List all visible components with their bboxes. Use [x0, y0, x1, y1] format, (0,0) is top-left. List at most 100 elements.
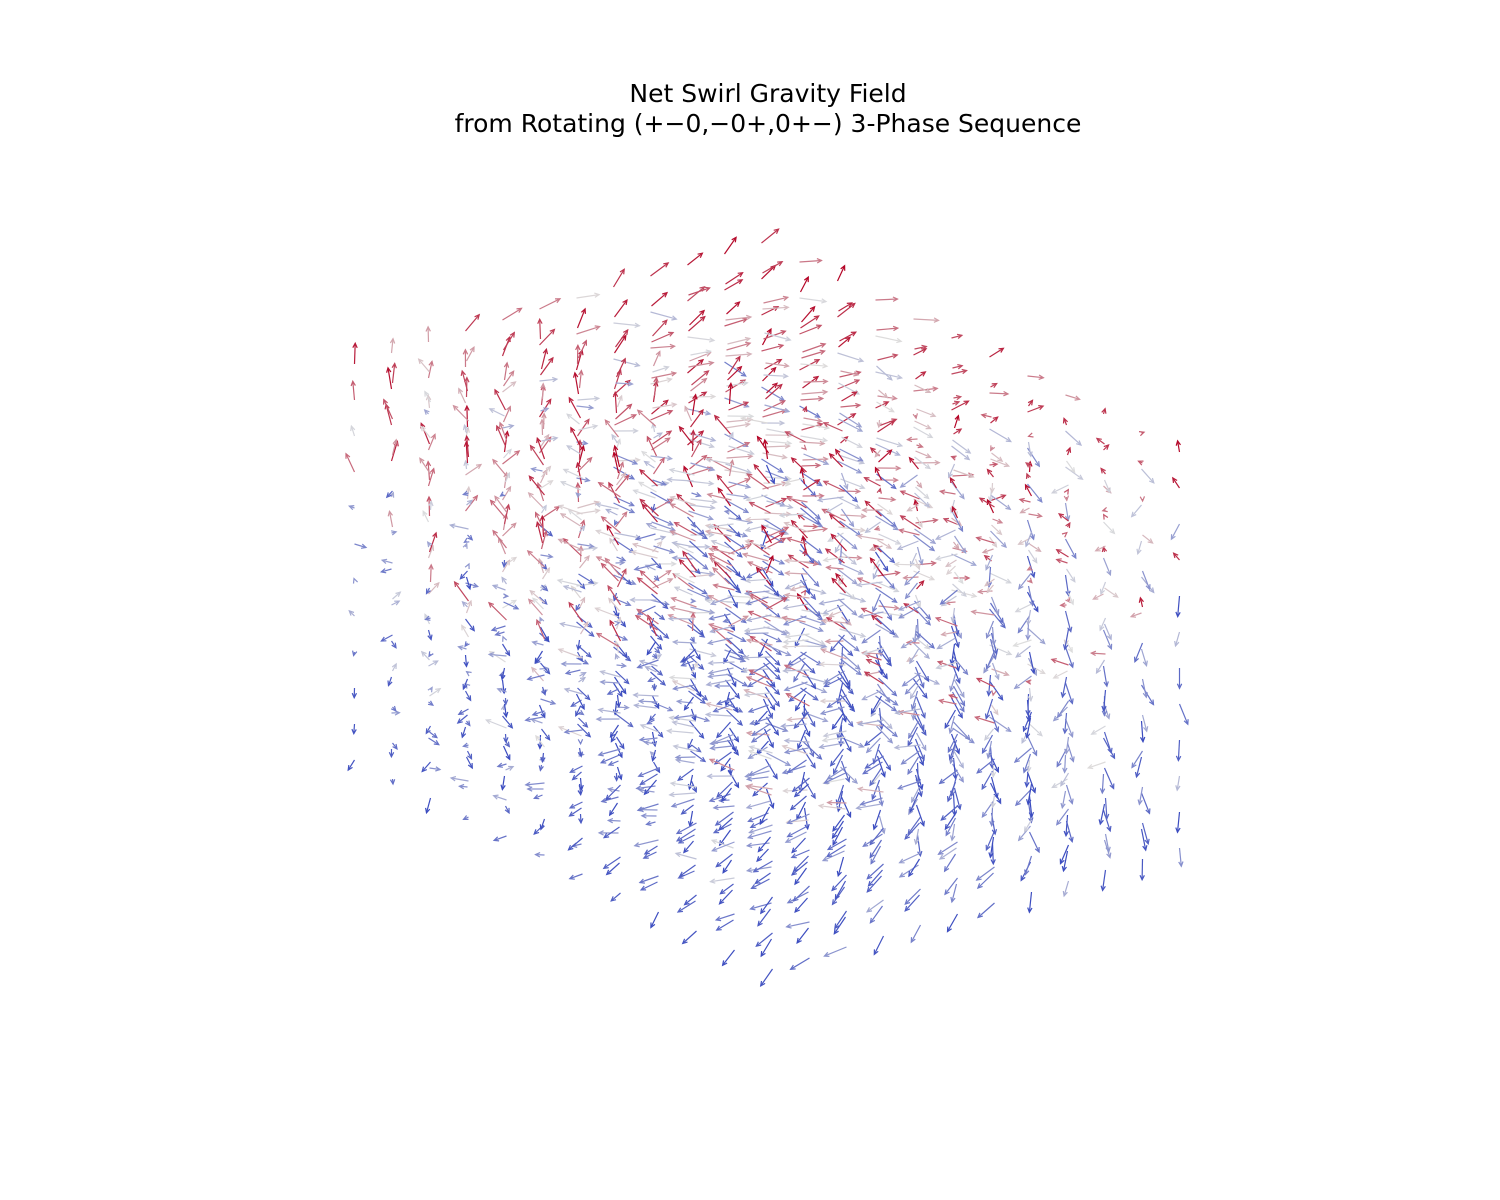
quiver-arrow-shaft	[952, 685, 966, 706]
quiver-arrow-head	[594, 502, 602, 508]
quiver-arrow-shaft	[1014, 675, 1032, 689]
quiver-arrow-head	[615, 438, 621, 445]
quiver-arrow	[578, 709, 585, 716]
quiver-arrow	[1060, 790, 1067, 810]
quiver-arrow	[427, 629, 433, 641]
quiver-arrow	[466, 750, 473, 761]
quiver-arrow	[1094, 545, 1106, 552]
quiver-arrow-shaft	[1024, 819, 1033, 832]
quiver-arrow-shaft	[976, 758, 995, 774]
quiver-arrow-head	[718, 898, 725, 905]
quiver-arrow	[898, 606, 920, 619]
quiver-arrow	[577, 738, 584, 746]
quiver-arrow-shaft	[650, 599, 669, 605]
quiver-arrow-head	[716, 474, 723, 481]
quiver-arrow	[876, 545, 896, 564]
quiver-arrow	[875, 653, 884, 676]
quiver-arrow	[456, 714, 468, 724]
quiver-arrow-shaft	[864, 731, 882, 746]
quiver-arrow-head	[710, 436, 717, 442]
quiver-arrow-shaft	[541, 567, 550, 580]
quiver-arrow-shaft	[651, 437, 671, 451]
quiver-arrow-head	[566, 413, 573, 419]
quiver-arrow-shaft	[678, 870, 695, 879]
quiver-arrow-shaft	[877, 647, 892, 666]
quiver-arrow-head	[897, 709, 904, 716]
quiver-arrow	[837, 676, 854, 695]
quiver-arrow-shaft	[984, 728, 994, 741]
quiver-arrow	[828, 513, 845, 528]
quiver-arrow-shaft	[1131, 504, 1142, 517]
quiver-arrow-shaft	[566, 413, 580, 425]
quiver-arrow-shaft	[1065, 430, 1082, 446]
quiver-arrow-head	[777, 467, 784, 474]
quiver-arrow-head	[834, 923, 840, 930]
quiver-arrow-head	[898, 858, 905, 864]
quiver-arrow-shaft	[673, 641, 697, 644]
quiver-arrow-shaft	[576, 462, 583, 485]
quiver-arrow-shaft	[947, 733, 959, 753]
quiver-arrow-shaft	[906, 641, 920, 644]
quiver-arrow	[989, 680, 1004, 701]
quiver-arrow-head	[740, 637, 747, 643]
quiver-arrow-head	[432, 531, 438, 538]
quiver-arrow-shaft	[746, 800, 771, 809]
quiver-arrow	[652, 350, 661, 367]
quiver-arrow-head	[992, 416, 999, 422]
quiver-arrow	[875, 335, 903, 344]
quiver-arrow-head	[886, 449, 893, 456]
quiver-arrow-head	[812, 695, 819, 701]
quiver-arrow-shaft	[794, 783, 809, 797]
quiver-arrow-shaft	[840, 436, 848, 444]
quiver-arrow-head	[678, 871, 685, 878]
quiver-arrow-shaft	[822, 508, 846, 522]
quiver-arrow-shaft	[837, 379, 860, 390]
quiver-arrow-shaft	[710, 625, 735, 633]
quiver-arrow-shaft	[799, 276, 809, 293]
quiver-arrow-head	[786, 440, 793, 446]
quiver-arrow-shaft	[936, 661, 958, 669]
quiver-arrow-shaft	[949, 715, 956, 734]
quiver-arrow-head	[826, 774, 833, 780]
quiver-arrow-shaft	[727, 478, 750, 489]
quiver-arrow-head	[1020, 875, 1026, 882]
quiver-arrow	[615, 474, 630, 492]
quiver-arrow	[728, 431, 734, 441]
quiver-arrow	[1175, 595, 1181, 618]
quiver-arrow	[953, 394, 963, 401]
quiver-arrow-shaft	[654, 536, 666, 541]
quiver-arrow-shaft	[651, 482, 669, 487]
quiver-arrow-head	[908, 732, 914, 740]
quiver-arrow	[527, 598, 543, 616]
quiver-arrow	[897, 528, 920, 536]
quiver-arrow-head	[496, 687, 503, 693]
quiver-arrow-shaft	[897, 540, 919, 550]
quiver-arrow-shaft	[428, 582, 440, 595]
quiver-arrow-shaft	[1093, 593, 1104, 600]
quiver-arrow-shaft	[723, 613, 735, 631]
quiver-arrow-head	[504, 807, 510, 815]
quiver-arrow-shaft	[1056, 808, 1069, 826]
quiver-arrow-shaft	[760, 566, 774, 587]
quiver-arrow-shaft	[991, 626, 995, 645]
quiver-arrow-shaft	[866, 863, 884, 880]
quiver-arrow-shaft	[650, 455, 672, 460]
quiver-arrow-head	[850, 635, 857, 642]
quiver-arrow-head	[1062, 767, 1068, 774]
quiver-arrow-shaft	[910, 684, 920, 699]
quiver-arrow	[871, 779, 881, 801]
quiver-arrow	[821, 850, 845, 862]
quiver-arrow	[595, 716, 620, 722]
quiver-arrow	[467, 534, 474, 541]
quiver-arrow-head	[635, 785, 642, 791]
quiver-arrow-head	[526, 786, 533, 792]
quiver-arrow-head	[944, 722, 950, 729]
quiver-arrow-head	[990, 802, 996, 809]
quiver-arrow	[913, 317, 940, 323]
quiver-arrow-head	[504, 741, 511, 748]
quiver-arrow	[725, 535, 746, 550]
quiver-arrow	[839, 448, 864, 462]
quiver-arrow-shaft	[857, 722, 883, 727]
quiver-arrow-shaft	[984, 578, 995, 587]
quiver-arrow-head	[792, 866, 799, 873]
